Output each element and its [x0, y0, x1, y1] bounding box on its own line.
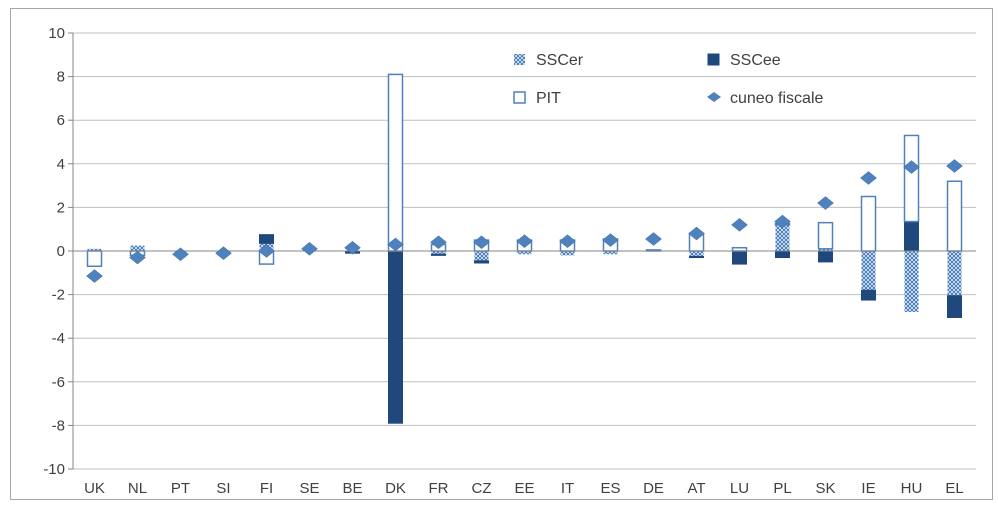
- point-cuneo-fiscale: [344, 240, 361, 255]
- bar-sscer: [689, 251, 704, 257]
- bar-sscer: [818, 248, 833, 251]
- bar-sscer: [431, 251, 446, 255]
- legend-swatch-pit: [513, 91, 526, 104]
- y-tick-label: 10: [48, 25, 65, 42]
- x-tick-label: PT: [171, 480, 190, 497]
- legend-label-pit: PIT: [536, 90, 561, 107]
- bar-sscee: [818, 250, 833, 263]
- point-cuneo-fiscale: [387, 237, 404, 252]
- point-cuneo-fiscale: [860, 171, 877, 185]
- point-cuneo-fiscale: [516, 234, 533, 249]
- bar-sscer: [560, 251, 575, 256]
- bar-sscer: [130, 245, 145, 251]
- legend-swatch-sscee: [707, 53, 720, 66]
- bar-pit: [903, 134, 920, 223]
- y-tick-label: -2: [52, 287, 65, 304]
- bar-sscer: [517, 251, 532, 255]
- x-tick-label: LU: [730, 480, 749, 497]
- bar-layer: [86, 73, 963, 424]
- bar-sscer: [474, 251, 489, 261]
- x-tick-label: HU: [901, 480, 923, 497]
- x-tick-label: SI: [216, 480, 230, 497]
- bar-sscee: [947, 295, 962, 318]
- bar-sscee: [431, 253, 446, 256]
- bar-sscee: [259, 234, 274, 244]
- bar-sscer: [87, 248, 102, 251]
- marker-layer: [86, 159, 963, 283]
- point-cuneo-fiscale: [688, 226, 705, 241]
- y-tick-label: -8: [52, 417, 65, 434]
- x-tick-label: EL: [945, 480, 963, 497]
- bar-sscee: [388, 250, 403, 424]
- point-cuneo-fiscale: [559, 234, 576, 249]
- x-tick-label: DK: [385, 480, 406, 497]
- legend-swatch-sscer: [514, 54, 525, 65]
- point-cuneo-fiscale: [903, 160, 920, 174]
- legend-label-sscee: SSCee: [730, 52, 781, 69]
- chart-frame: -10 -8 -6 -4 -2 0 2 4 6 8 10 UK NL PT SI FI SE BE DK FR CZ EE…: [10, 8, 993, 500]
- label-layer: -10 -8 -6 -4 -2 0 2 4 6 8 10 UK NL PT SI FI SE BE DK FR CZ EE…: [43, 25, 963, 497]
- point-cuneo-fiscale: [129, 250, 146, 265]
- x-tick-label: SK: [815, 480, 835, 497]
- bar-sscer: [947, 251, 962, 296]
- x-tick-label: UK: [84, 480, 105, 497]
- point-cuneo-fiscale: [817, 196, 834, 210]
- legend: SSCer SSCee PIT cuneo fiscale: [513, 52, 823, 107]
- point-cuneo-fiscale: [946, 159, 963, 173]
- x-tick-label: ES: [600, 480, 620, 497]
- point-cuneo-fiscale: [774, 214, 791, 229]
- bar-pit: [946, 180, 963, 252]
- bar-sscee: [732, 250, 747, 265]
- bar-sscer: [603, 251, 618, 255]
- legend-swatch-cuneo-fiscale: [707, 92, 721, 102]
- chart-svg: -10 -8 -6 -4 -2 0 2 4 6 8 10 UK NL PT SI FI SE BE DK FR CZ EE…: [43, 25, 976, 497]
- bar-pit: [387, 73, 404, 252]
- y-tick-label: 0: [57, 243, 65, 260]
- point-cuneo-fiscale: [731, 218, 748, 232]
- x-tick-label: SE: [299, 480, 319, 497]
- legend-label-cuneo-fiscale: cuneo fiscale: [730, 90, 823, 107]
- bar-sscee: [861, 289, 876, 301]
- point-cuneo-fiscale: [301, 241, 318, 256]
- point-cuneo-fiscale: [172, 247, 189, 262]
- bar-sscee: [689, 255, 704, 259]
- x-tick-label: FR: [429, 480, 449, 497]
- legend-label-sscer: SSCer: [536, 52, 584, 69]
- point-cuneo-fiscale: [86, 269, 103, 283]
- bar-sscee: [474, 260, 489, 264]
- point-cuneo-fiscale: [430, 235, 447, 250]
- y-tick-label: 2: [57, 199, 65, 216]
- point-cuneo-fiscale: [258, 244, 275, 258]
- x-tick-label: CZ: [472, 480, 492, 497]
- bar-sscer: [904, 251, 919, 313]
- y-tick-label: -4: [52, 330, 65, 347]
- y-tick-label: 4: [57, 156, 65, 173]
- bar-pit: [817, 221, 834, 250]
- point-cuneo-fiscale: [645, 232, 662, 246]
- x-tick-label: IT: [561, 480, 574, 497]
- x-tick-label: PL: [773, 480, 791, 497]
- y-tick-label: 6: [57, 112, 65, 129]
- x-tick-label: DE: [643, 480, 664, 497]
- bar-pit: [860, 195, 877, 252]
- point-cuneo-fiscale: [602, 233, 619, 247]
- y-tick-label: -6: [52, 374, 65, 391]
- bar-sscee: [775, 250, 790, 259]
- x-tick-label: AT: [687, 480, 705, 497]
- x-tick-label: EE: [514, 480, 534, 497]
- x-tick-label: IE: [861, 480, 875, 497]
- point-cuneo-fiscale: [215, 246, 232, 261]
- y-tick-label: -10: [43, 461, 65, 478]
- y-tick-label: 8: [57, 69, 65, 86]
- x-tick-label: NL: [128, 480, 147, 497]
- x-tick-label: FI: [260, 480, 273, 497]
- point-cuneo-fiscale: [473, 235, 490, 250]
- x-tick-label: BE: [342, 480, 362, 497]
- bar-sscer: [861, 251, 876, 291]
- bar-pit: [86, 250, 103, 268]
- bar-sscer: [775, 224, 790, 251]
- bar-sscee: [904, 221, 919, 252]
